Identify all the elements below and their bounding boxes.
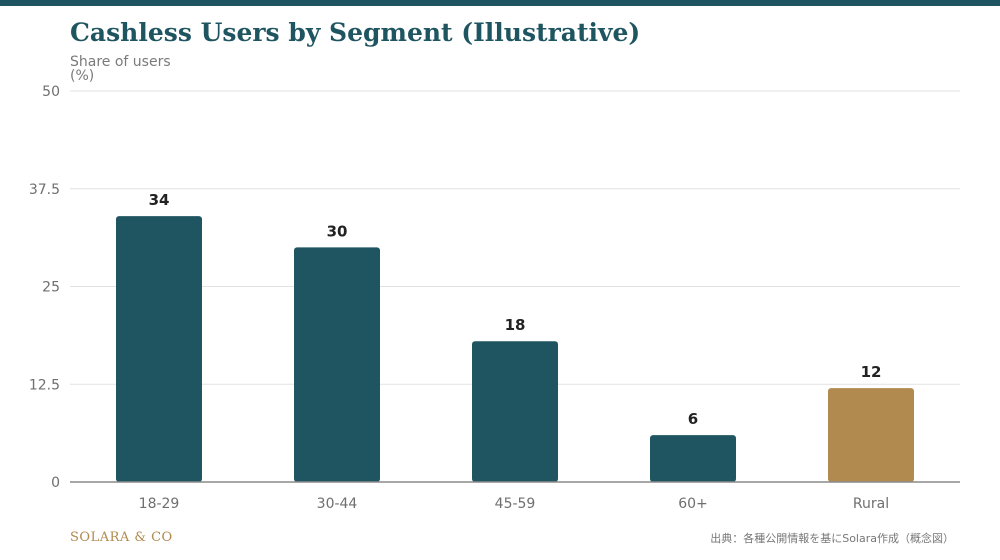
bars: [116, 216, 914, 482]
bar-18-29: [116, 216, 202, 482]
y-axis-ticks: 0 12.5 25 37.5 50: [29, 84, 60, 491]
x-tick-label: 45-59: [495, 496, 536, 512]
bar-60-: [650, 435, 736, 482]
bar-45-59: [472, 341, 558, 482]
value-label: 6: [688, 410, 698, 428]
source-note: 出典：各種公開情報を基にSolara作成（概念図）: [710, 532, 954, 545]
x-axis-ticks: 18-29 30-44 45-59 60+ Rural: [139, 496, 889, 512]
gridlines: [70, 90, 960, 385]
bar-30-44: [294, 247, 380, 482]
bar-rural: [828, 388, 914, 482]
x-tick-label: 30-44: [317, 496, 358, 512]
x-tick-label: 18-29: [139, 496, 180, 512]
top-accent-bar: [0, 0, 1000, 6]
y-tick-label: 25: [42, 280, 60, 296]
value-label: 18: [505, 316, 526, 334]
x-tick-label: 60+: [678, 496, 708, 512]
y-tick-label: 50: [42, 84, 60, 100]
value-label: 12: [861, 363, 882, 381]
y-axis-label: Share of users (%): [70, 54, 171, 84]
value-label: 30: [327, 222, 348, 240]
y-tick-label: 37.5: [29, 182, 60, 198]
x-tick-label: Rural: [853, 496, 889, 512]
y-tick-label: 0: [51, 475, 60, 491]
y-tick-label: 12.5: [29, 377, 60, 393]
value-label: 34: [149, 191, 170, 209]
brand-logo-text: SOLARA & CO: [70, 530, 173, 545]
chart-title: Cashless Users by Segment (Illustrative): [70, 18, 641, 47]
value-labels: 34 30 18 6 12: [149, 191, 882, 428]
